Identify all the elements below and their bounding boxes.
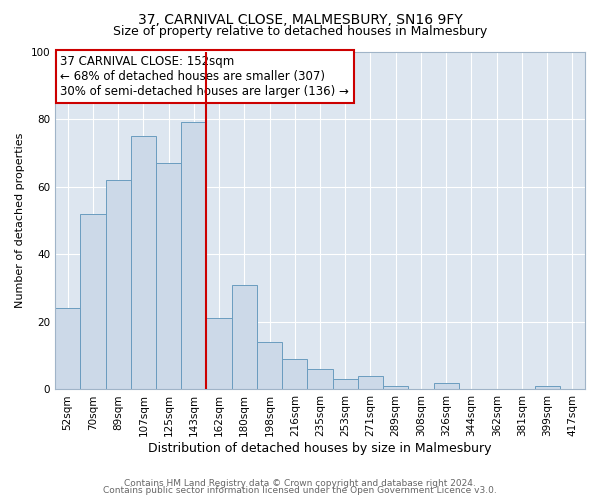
Text: 37 CARNIVAL CLOSE: 152sqm
← 68% of detached houses are smaller (307)
30% of semi: 37 CARNIVAL CLOSE: 152sqm ← 68% of detac… xyxy=(61,55,349,98)
Text: 37, CARNIVAL CLOSE, MALMESBURY, SN16 9FY: 37, CARNIVAL CLOSE, MALMESBURY, SN16 9FY xyxy=(137,12,463,26)
Bar xyxy=(535,386,560,390)
Bar xyxy=(131,136,156,390)
Text: Contains public sector information licensed under the Open Government Licence v3: Contains public sector information licen… xyxy=(103,486,497,495)
Y-axis label: Number of detached properties: Number of detached properties xyxy=(15,133,25,308)
Text: Size of property relative to detached houses in Malmesbury: Size of property relative to detached ho… xyxy=(113,25,487,38)
X-axis label: Distribution of detached houses by size in Malmesbury: Distribution of detached houses by size … xyxy=(148,442,492,455)
Bar xyxy=(106,180,131,390)
Bar xyxy=(307,369,332,390)
Bar xyxy=(332,380,358,390)
Text: Contains HM Land Registry data © Crown copyright and database right 2024.: Contains HM Land Registry data © Crown c… xyxy=(124,478,476,488)
Bar xyxy=(80,214,106,390)
Bar xyxy=(156,163,181,390)
Bar xyxy=(55,308,80,390)
Bar xyxy=(282,359,307,390)
Bar xyxy=(257,342,282,390)
Bar xyxy=(232,284,257,390)
Bar xyxy=(358,376,383,390)
Bar xyxy=(206,318,232,390)
Bar xyxy=(181,122,206,390)
Bar xyxy=(434,382,459,390)
Bar xyxy=(383,386,409,390)
